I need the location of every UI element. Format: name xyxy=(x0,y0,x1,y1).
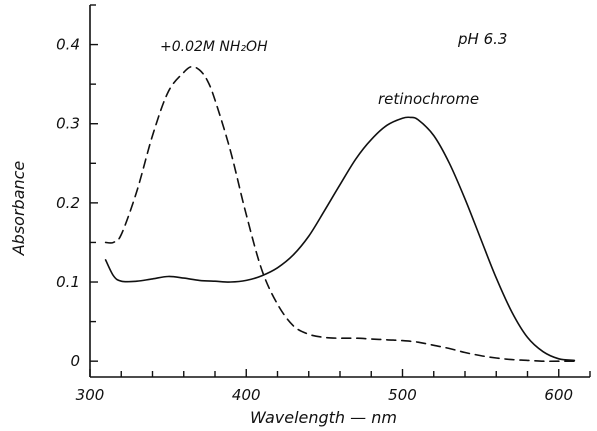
plot-area: 0 0.1 0.2 0.3 0.4 300 400 500 600 xyxy=(56,4,591,404)
series-line-retinochrome xyxy=(104,116,576,362)
x-ticks: 300 400 500 600 xyxy=(76,369,591,404)
x-tick-label: 500 xyxy=(388,386,417,404)
series-label-retinochrome: retinochrome xyxy=(378,90,479,108)
x-tick-label: 400 xyxy=(232,386,261,404)
series-layer xyxy=(104,65,576,363)
x-tick-label: 300 xyxy=(76,386,105,404)
y-tick-label: 0 xyxy=(70,352,80,370)
x-axis-label: Wavelength — nm xyxy=(250,408,397,427)
y-tick-label: 0.2 xyxy=(56,194,80,212)
series-label-nh2oh: +0.02M NH₂OH xyxy=(160,39,268,55)
y-axis-label: Absorbance xyxy=(9,161,28,257)
x-tick-label: 600 xyxy=(544,386,573,404)
y-tick-label: 0.1 xyxy=(56,273,80,291)
y-tick-label: 0.3 xyxy=(56,115,80,133)
series-line-nh2oh xyxy=(104,65,576,363)
ph-annotation: pH 6.3 xyxy=(457,30,507,48)
y-tick-label: 0.4 xyxy=(56,36,80,54)
y-ticks: 0 0.1 0.2 0.3 0.4 xyxy=(56,4,98,370)
